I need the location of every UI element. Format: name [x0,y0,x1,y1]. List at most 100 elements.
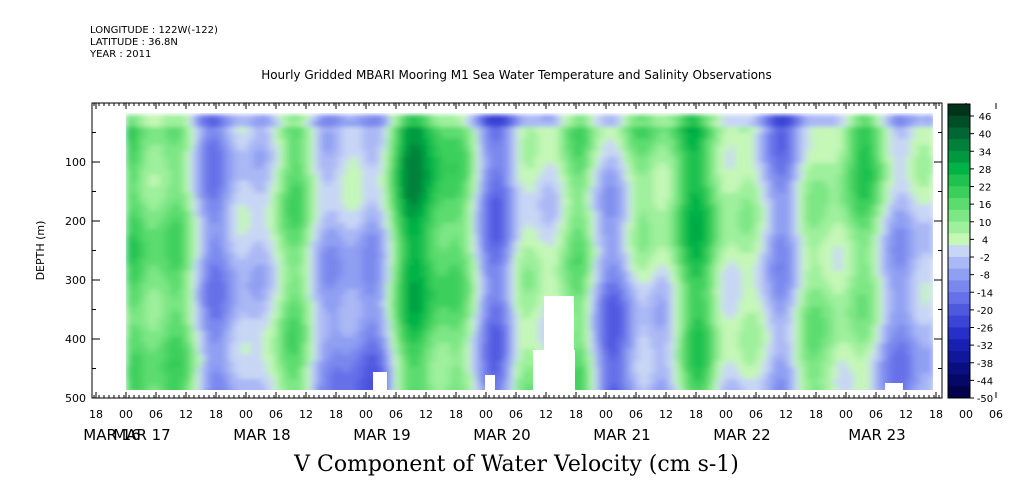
heatmap-cell [254,366,259,374]
heatmap-cell [302,162,307,170]
heatmap-cell [214,312,219,320]
heatmap-cell [138,168,143,176]
heatmap-cell [314,264,319,272]
heatmap-cell [430,336,435,344]
heatmap-cell [482,162,487,170]
heatmap-cell [474,192,479,200]
heatmap-cell [298,168,303,176]
heatmap-cell [158,312,163,320]
heatmap-cell [150,372,155,380]
heatmap-cell [526,372,531,380]
heatmap-cell [178,180,183,188]
heatmap-cell [486,132,491,140]
heatmap-cell [410,180,415,188]
heatmap-cell [222,288,227,296]
heatmap-cell [162,240,167,248]
heatmap-cell [310,138,315,146]
heatmap-cell [226,216,231,224]
heatmap-cell [322,156,327,164]
heatmap-cell [446,324,451,332]
heatmap-cell [222,252,227,260]
heatmap-cell [342,228,347,236]
heatmap-cell [198,276,203,284]
heatmap-cell [362,372,367,380]
heatmap-cell [166,276,171,284]
heatmap-cell [134,312,139,320]
heatmap-cell [218,162,223,170]
heatmap-cell [374,282,379,290]
heatmap-cell [182,198,187,206]
heatmap-cell [166,300,171,308]
heatmap-cell [258,114,263,122]
heatmap-cell [286,264,291,272]
heatmap-cell [406,186,411,194]
heatmap-cell [294,294,299,302]
heatmap-cell [494,391,499,398]
heatmap-cell [374,120,379,128]
heatmap-cell [162,144,167,152]
heatmap-cell [166,240,171,248]
heatmap-cell [310,378,315,386]
heatmap-cell [170,120,175,128]
heatmap-cell [222,222,227,230]
heatmap-cell [414,240,419,248]
heatmap-cell [438,276,443,284]
heatmap-cell [154,354,159,362]
heatmap-cell [142,144,147,152]
heatmap-cell [390,354,395,362]
heatmap-cell [126,384,131,390]
heatmap-cell [338,336,343,344]
heatmap-cell [458,366,463,374]
heatmap-cell [510,318,515,326]
heatmap-cell [462,348,467,356]
heatmap-cell [438,210,443,218]
heatmap-cell [526,150,531,158]
heatmap-cell [174,294,179,302]
heatmap-cell [138,372,143,380]
heatmap-cell [278,186,283,194]
heatmap-cell [522,366,527,374]
heatmap-cell [298,312,303,320]
heatmap-cell [222,342,227,350]
heatmap-cell [250,144,255,152]
heatmap-cell [194,252,199,260]
heatmap-cell [514,294,519,302]
heatmap-cell [306,144,311,152]
heatmap-cell [490,192,495,200]
heatmap-cell [462,252,467,260]
heatmap-cell [382,318,387,326]
heatmap-cell [178,234,183,242]
heatmap-cell [142,294,147,302]
heatmap-cell [274,114,279,122]
heatmap-cell [342,198,347,206]
heatmap-cell [266,342,271,350]
heatmap-cell [390,198,395,206]
heatmap-cell [210,114,215,122]
heatmap-cell [306,270,311,278]
heatmap-cell [510,258,515,266]
heatmap-cell [314,360,319,368]
heatmap-cell [318,150,323,158]
heatmap-cell [506,132,511,140]
heatmap-cell [266,300,271,308]
heatmap-cell [278,282,283,290]
heatmap-cell [526,342,531,350]
heatmap-cell [146,306,151,314]
heatmap-cell [370,198,375,206]
heatmap-cell [330,228,335,236]
heatmap-cell [218,342,223,350]
heatmap-cell [270,312,275,320]
heatmap-cell [346,114,351,122]
heatmap-cell [510,276,515,284]
heatmap-cell [182,366,187,374]
heatmap-cell [130,234,135,242]
heatmap-cell [246,138,251,146]
heatmap-cell [298,222,303,230]
heatmap-cell [430,126,435,134]
heatmap-cell [322,216,327,224]
heatmap-cell [130,150,135,158]
heatmap-cell [514,378,519,386]
heatmap-cell [366,258,371,266]
heatmap-cell [418,180,423,188]
heatmap-cell [186,288,191,296]
